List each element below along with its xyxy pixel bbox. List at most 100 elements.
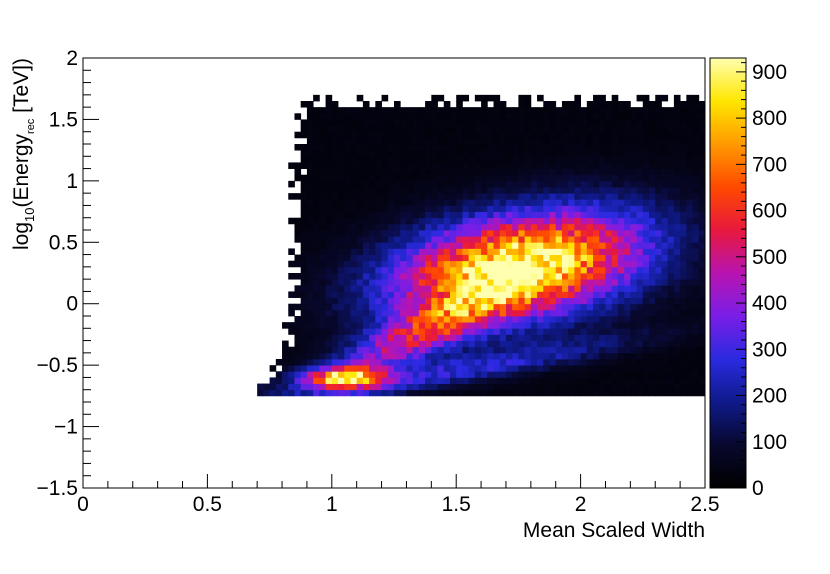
heatmap-cell xyxy=(437,377,445,384)
heatmap-cell xyxy=(294,217,302,225)
heatmap-cell xyxy=(593,316,600,323)
heatmap-cell xyxy=(344,236,351,243)
heatmap-cell xyxy=(437,316,445,323)
heatmap-cell xyxy=(300,180,308,188)
heatmap-cell xyxy=(543,107,550,114)
heatmap-cell xyxy=(624,352,631,360)
heatmap-cell xyxy=(649,168,656,176)
heatmap-cell xyxy=(425,248,432,255)
heatmap-cell xyxy=(561,260,569,268)
heatmap-cell xyxy=(568,187,575,194)
heatmap-cell xyxy=(381,352,389,360)
heatmap-cell xyxy=(518,328,526,335)
heatmap-cell xyxy=(356,174,364,182)
heatmap-cell xyxy=(468,322,476,329)
heatmap-cell xyxy=(673,168,681,176)
heatmap-cell xyxy=(325,107,333,114)
heatmap-cell xyxy=(642,383,650,391)
heatmap-cell xyxy=(599,328,606,335)
heatmap-cell xyxy=(344,187,351,194)
heatmap-cell xyxy=(474,144,482,151)
heatmap-cell xyxy=(655,359,662,366)
heatmap-cell xyxy=(462,377,470,384)
heatmap-cell xyxy=(381,230,389,237)
heatmap-cell xyxy=(574,328,581,335)
heatmap-cell xyxy=(661,137,669,145)
heatmap-cell xyxy=(362,230,370,237)
heatmap-cell xyxy=(443,144,451,151)
heatmap-cell xyxy=(449,168,457,176)
heatmap-cell xyxy=(319,352,326,360)
heatmap-cell xyxy=(431,273,438,280)
heatmap-cell xyxy=(642,297,650,305)
heatmap-cell xyxy=(313,285,320,292)
heatmap-cell xyxy=(518,242,526,249)
heatmap-cell xyxy=(418,107,426,114)
heatmap-cell xyxy=(642,174,650,182)
heatmap-cell xyxy=(611,254,619,262)
heatmap-cell xyxy=(537,309,544,317)
heatmap-cell xyxy=(630,113,637,120)
heatmap-cell xyxy=(505,137,513,145)
heatmap-cell xyxy=(636,236,644,243)
heatmap-cell xyxy=(375,150,382,157)
heatmap-cell xyxy=(680,180,687,188)
heatmap-cell xyxy=(493,217,501,225)
heatmap-cell xyxy=(437,334,445,341)
heatmap-cell xyxy=(593,273,600,280)
heatmap-cell xyxy=(325,322,333,329)
heatmap-cell xyxy=(524,107,532,114)
heatmap-cell xyxy=(431,205,438,212)
heatmap-cell xyxy=(474,273,482,280)
heatmap-cell xyxy=(425,266,432,274)
heatmap-cell xyxy=(449,322,457,329)
heatmap-cell xyxy=(530,230,538,237)
heatmap-cell xyxy=(394,365,401,372)
heatmap-cell xyxy=(449,248,457,255)
heatmap-cell xyxy=(481,217,488,225)
heatmap-cell xyxy=(462,254,470,262)
heatmap-cell xyxy=(313,260,320,268)
heatmap-cell xyxy=(474,217,482,225)
heatmap-cell xyxy=(313,156,320,163)
heatmap-cell xyxy=(387,242,395,249)
heatmap-cell xyxy=(294,359,302,366)
heatmap-cell xyxy=(394,260,401,268)
heatmap-cell xyxy=(362,193,370,200)
heatmap-cell xyxy=(406,260,414,268)
heatmap-cell xyxy=(306,131,314,139)
heatmap-cell xyxy=(611,328,619,335)
heatmap-cell xyxy=(431,113,438,120)
heatmap-cell xyxy=(462,273,470,280)
heatmap-cell xyxy=(418,273,426,280)
heatmap-cell xyxy=(680,389,687,397)
heatmap-cell xyxy=(599,156,606,163)
heatmap-cell xyxy=(356,230,364,237)
heatmap-cell xyxy=(505,248,513,255)
heatmap-cell xyxy=(443,205,451,212)
heatmap-cell xyxy=(381,297,389,305)
heatmap-cell xyxy=(530,137,538,145)
heatmap-cell xyxy=(362,254,370,262)
heatmap-cell xyxy=(462,162,470,169)
heatmap-cell xyxy=(661,297,669,305)
heatmap-cell xyxy=(381,193,389,200)
heatmap-cell xyxy=(543,119,550,126)
heatmap-cell xyxy=(518,187,526,194)
heatmap-cell xyxy=(555,291,563,298)
heatmap-cell xyxy=(555,180,563,188)
heatmap-cell xyxy=(356,242,364,249)
heatmap-cell xyxy=(294,303,302,311)
heatmap-cell xyxy=(481,162,488,169)
heatmap-cell xyxy=(474,266,482,274)
heatmap-cell xyxy=(649,205,656,212)
heatmap-cell xyxy=(356,144,364,151)
heatmap-cell xyxy=(313,144,320,151)
heatmap-cell xyxy=(667,193,675,200)
heatmap-cell xyxy=(636,389,644,397)
heatmap-cell xyxy=(599,383,606,391)
heatmap-cell xyxy=(369,371,376,378)
heatmap-cell xyxy=(512,107,519,114)
heatmap-cell xyxy=(599,377,606,384)
y-label-unit: [TeV]) xyxy=(10,58,33,119)
